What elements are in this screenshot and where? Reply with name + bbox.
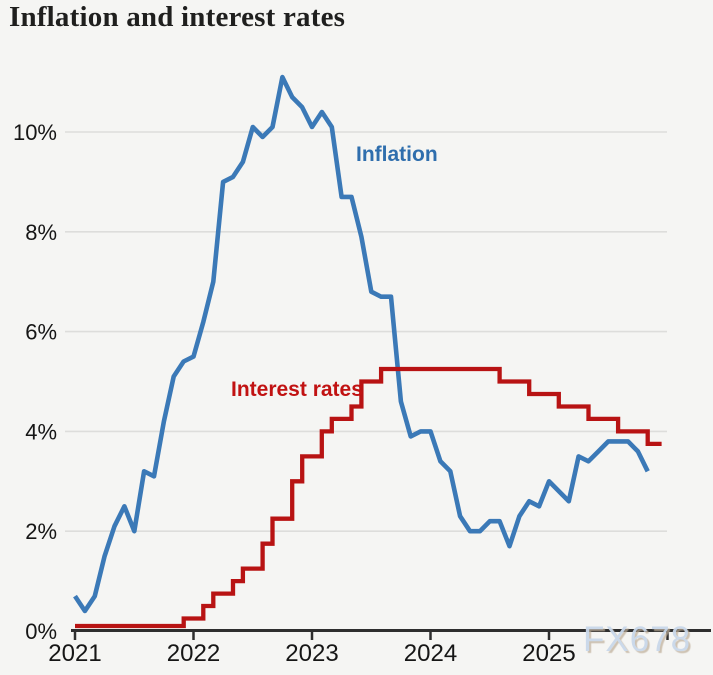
svg-text:2022: 2022: [167, 640, 220, 667]
watermark-fx678: FX678: [583, 620, 692, 659]
svg-text:2021: 2021: [48, 640, 101, 667]
svg-text:10%: 10%: [13, 120, 57, 145]
svg-text:6%: 6%: [25, 320, 57, 345]
svg-text:2024: 2024: [404, 640, 457, 667]
svg-text:2%: 2%: [25, 519, 57, 544]
svg-text:4%: 4%: [25, 419, 57, 444]
svg-text:0%: 0%: [25, 619, 57, 644]
inflation-series-label: Inflation: [356, 143, 438, 166]
svg-text:8%: 8%: [25, 220, 57, 245]
svg-text:2023: 2023: [285, 640, 338, 667]
interest-rates-series-label: Interest rates: [231, 378, 363, 401]
chart-title: Inflation and interest rates: [9, 1, 346, 33]
svg-text:2025: 2025: [522, 640, 575, 667]
